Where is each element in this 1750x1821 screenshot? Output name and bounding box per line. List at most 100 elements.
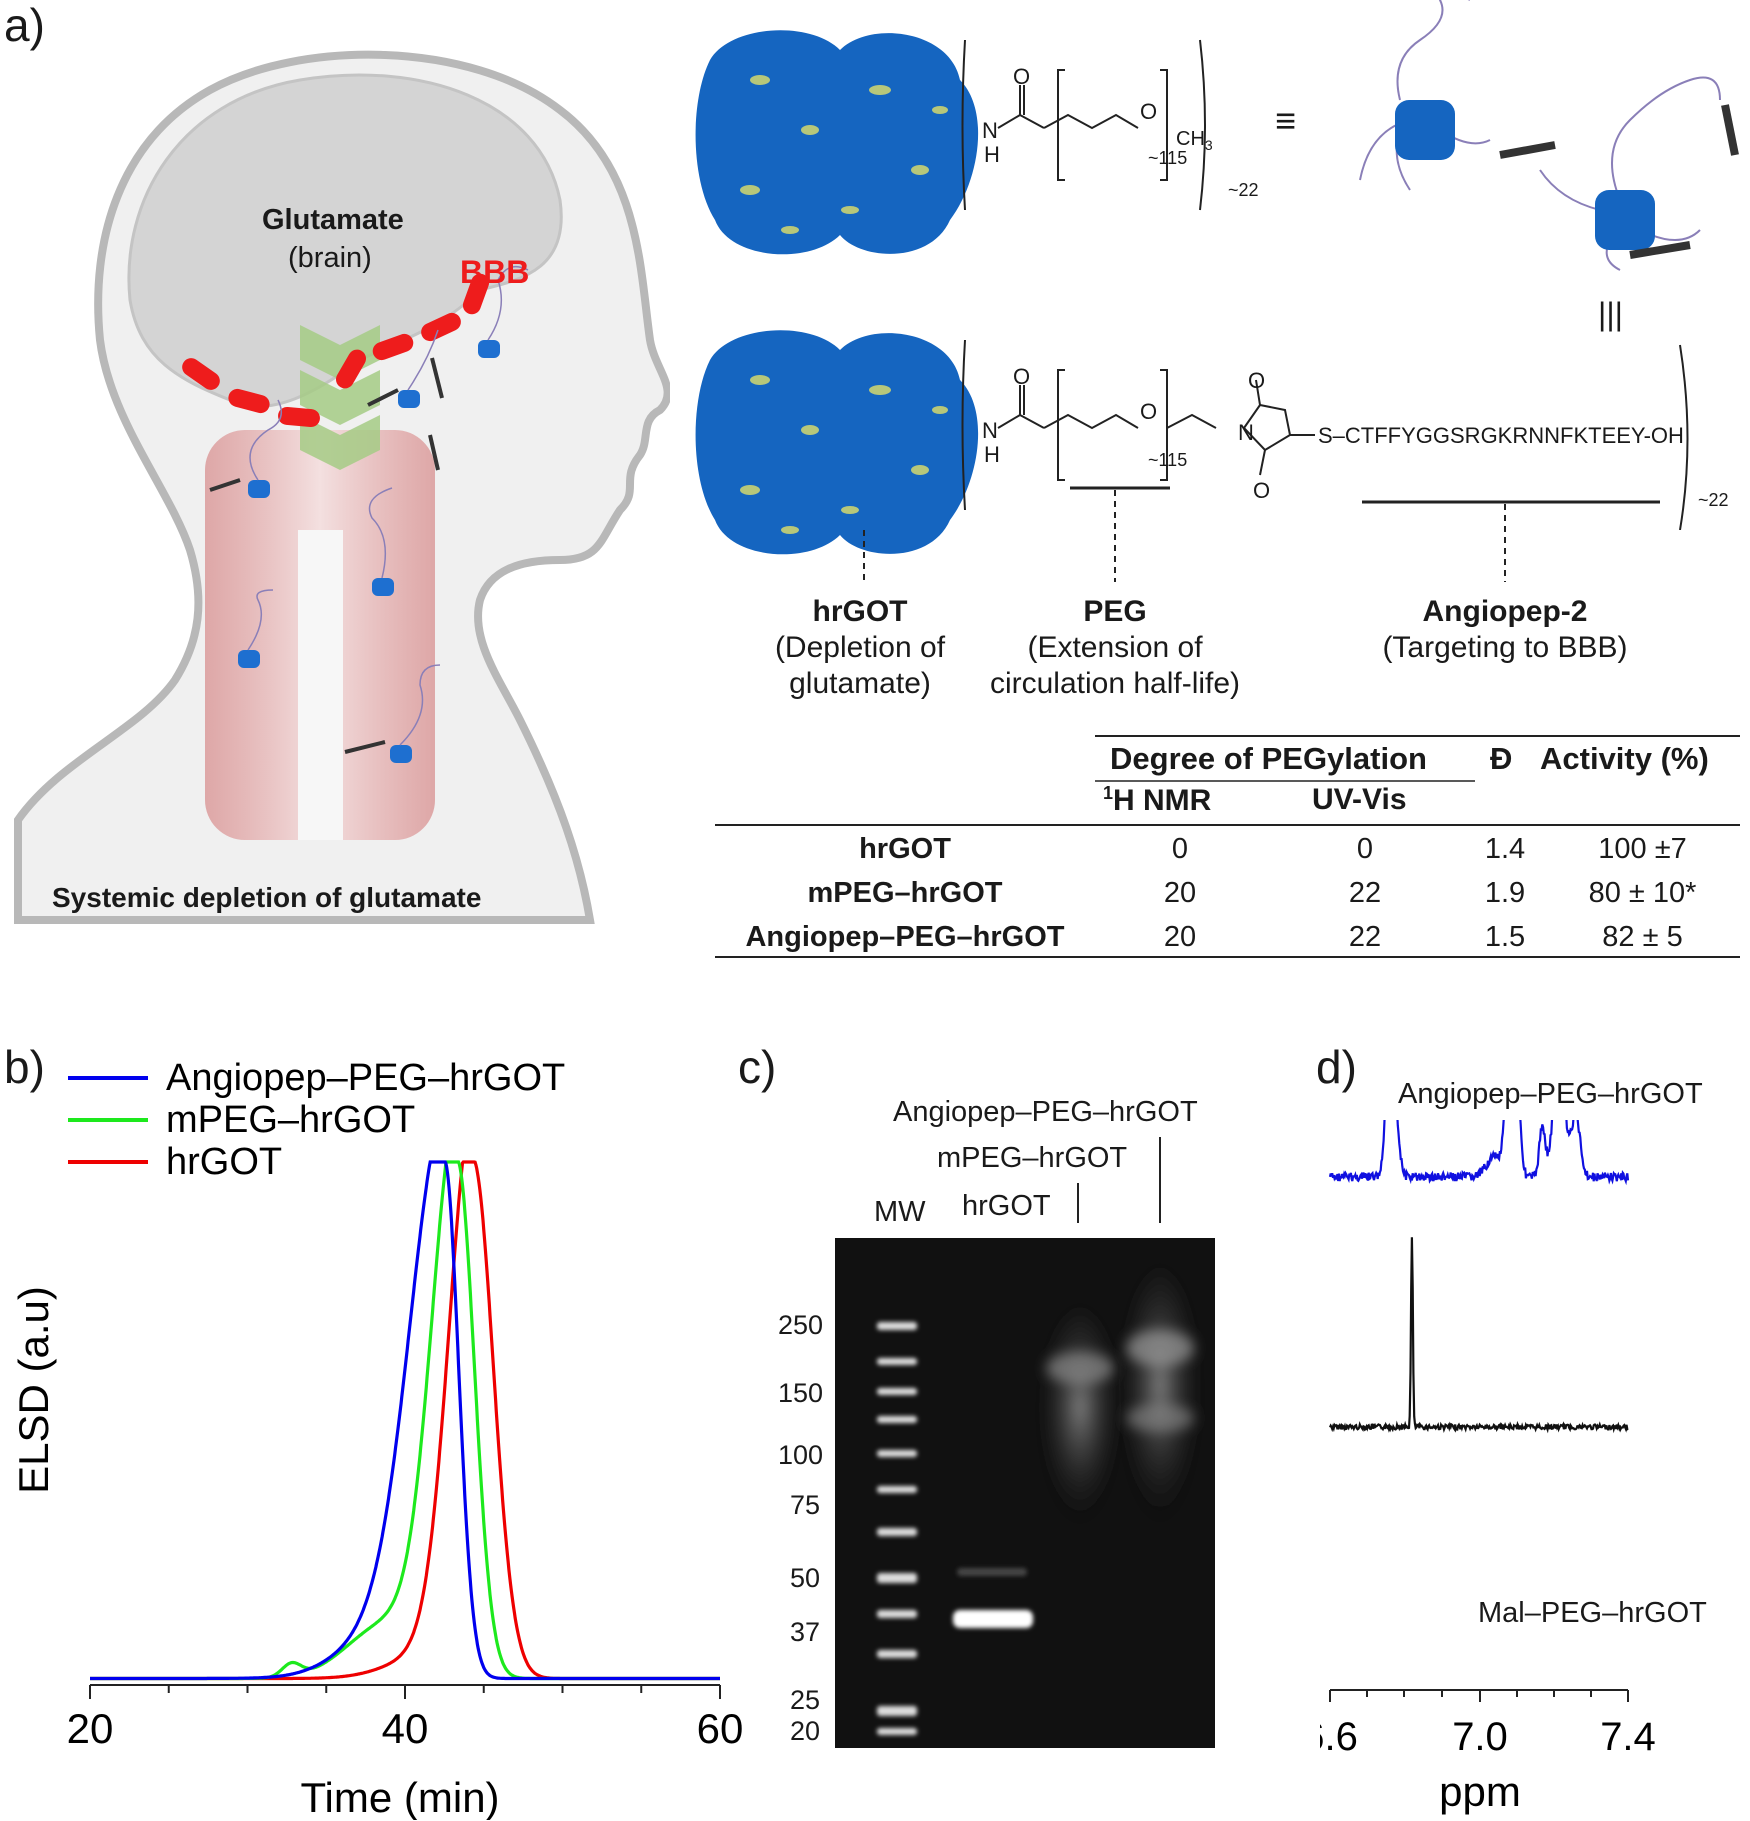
row-uv: 0 (1356, 832, 1374, 865)
row-uv: 22 (1348, 876, 1382, 909)
caption-hrgot: hrGOT (Depletion of glutamate) (745, 594, 975, 702)
row-activity: 80 ± 10* (1588, 876, 1697, 909)
caption-hrgot-line2: glutamate) (789, 667, 931, 700)
nmr-top-trace (1328, 1120, 1630, 1186)
legend-label: mPEG–hrGOT (166, 1099, 415, 1141)
legend-label: Angiopep–PEG–hrGOT (166, 1057, 565, 1099)
panel-label-b: b) (4, 1041, 45, 1093)
table-row: Angiopep–PEG–hrGOT 20 22 1.5 82 ± 5 (715, 915, 1740, 959)
nmr-axis (1329, 1689, 1629, 1702)
glutamate-label: Glutamate (262, 204, 404, 236)
caption-angiopep: Angiopep-2 (Targeting to BBB) (1355, 594, 1655, 666)
struct-bottom-n: N (982, 418, 998, 443)
mpeg-hrgot-model (1359, 0, 1491, 191)
x-tick-label: 40 (382, 1705, 429, 1752)
three-bar-symbol: ||| (1598, 296, 1623, 332)
gel-mw-header: MW (874, 1196, 926, 1228)
row-name: mPEG–hrGOT (807, 876, 1003, 909)
nmr-xlabel: ppm (1439, 1768, 1521, 1815)
series-line-2 (90, 1160, 720, 1681)
nmr-tick-74: 7.4 (1600, 1715, 1656, 1759)
chart-ylabel: ELSD (a.u) (10, 1286, 57, 1494)
row-nmr: 20 (1163, 920, 1197, 953)
gel-mpeg-smear (1040, 1308, 1120, 1528)
nmr-top-label: Angiopep–PEG–hrGOT (1398, 1078, 1703, 1110)
struct-top-repeat: ~115 (1148, 148, 1188, 168)
row-nmr: 20 (1163, 876, 1197, 909)
peptide-helices (209, 357, 444, 754)
caption-peg: PEG (Extension of circulation half-life) (965, 594, 1265, 702)
gel-marker-100: 100 (778, 1440, 824, 1470)
x-tick-label: 20 (67, 1705, 114, 1752)
ch3-sub: 3 (1204, 137, 1213, 153)
caption-hrgot-title: hrGOT (812, 595, 908, 628)
nmr-tick-66: 6.6 (1320, 1715, 1358, 1759)
struct-top-h: H (984, 142, 1000, 167)
bbb-segments (182, 273, 490, 428)
caption-angiopep-line1: (Targeting to BBB) (1382, 631, 1628, 664)
caption-peg-line1: (Extension of (1027, 631, 1203, 664)
table-rules (715, 735, 1740, 958)
systemic-label: Systemic depletion of glutamate (52, 882, 482, 913)
gel-marker-50: 50 (790, 1563, 821, 1593)
row-d: 1.5 (1484, 920, 1526, 953)
struct-top-o-carbonyl: O (1013, 64, 1031, 89)
gel-marker-20: 20 (790, 1716, 821, 1746)
table-row: hrGOT 0 0 1.4 100 ±7 (715, 827, 1740, 871)
row-d: 1.4 (1484, 832, 1526, 865)
table-col-nmr: 1H NMR (1103, 783, 1211, 818)
angiopep-structure (961, 339, 1689, 530)
imide-o-bottom: O (1253, 478, 1271, 503)
table-col-nmr-text: H NMR (1113, 784, 1212, 817)
series-line-1 (90, 1160, 720, 1681)
struct-bottom-repeat: ~115 (1148, 450, 1188, 470)
mpeg-structure (961, 39, 1206, 211)
row-uv: 22 (1348, 920, 1382, 953)
imide-o-top: O (1248, 368, 1266, 393)
gel-marker-250: 250 (778, 1310, 824, 1340)
table-col-activity: Activity (%) (1540, 741, 1709, 776)
hrgot-protein-top (695, 30, 979, 255)
struct-bottom-o-carbonyl: O (1013, 364, 1031, 389)
table-col-nmr-sup: 1 (1103, 783, 1114, 803)
transport-arrows (300, 325, 380, 470)
gel-lane-label-mpeg: mPEG–hrGOT (937, 1142, 1128, 1174)
row-name: hrGOT (859, 832, 951, 865)
struct-top-o-ether: O (1140, 99, 1158, 124)
table-col-d: Đ (1490, 741, 1513, 776)
gel-hrgot-band (953, 1568, 1033, 1628)
panel-label-d: d) (1316, 1041, 1357, 1093)
gel-image (835, 1238, 1215, 1748)
struct-bottom-outer: ~22 (1698, 490, 1729, 510)
legend-label: hrGOT (166, 1141, 282, 1183)
struct-top-n: N (982, 118, 998, 143)
gel-marker-25: 25 (790, 1685, 821, 1715)
struct-top-ch3: CH3 (1176, 128, 1213, 153)
vessel-gap (298, 530, 343, 840)
table-col-uv: UV-Vis (1312, 783, 1407, 816)
panel-label-c: c) (738, 1041, 777, 1093)
gel-marker-75: 75 (790, 1490, 821, 1520)
ch3-text: CH (1176, 128, 1205, 150)
caption-peg-line2: circulation half-life) (989, 667, 1241, 700)
gel-lane-ticks (1077, 1137, 1161, 1223)
sec-chart: 20 40 60 Angiopep–PEG–hrGOTmPEG–hrGOThrGOT… (10, 1057, 744, 1820)
hrgot-protein-bottom (695, 330, 979, 555)
table-group-header: Degree of PEGylation (1110, 741, 1427, 776)
gel-angiopep-smear (1120, 1268, 1200, 1528)
nmr-spectra: 6.6 7.0 7.4 ppm (1320, 1120, 1656, 1815)
head-diagram (14, 50, 670, 924)
conjugate-particles (238, 340, 500, 763)
bbb-label: BBB (460, 254, 530, 290)
row-nmr: 0 (1171, 832, 1189, 865)
chart-series (90, 1160, 720, 1681)
nmr-bottom-trace (1328, 1237, 1629, 1434)
row-activity: 100 ±7 (1598, 832, 1687, 865)
panel-label-a: a) (4, 0, 45, 51)
equivalence-symbol: ≡ (1275, 100, 1297, 141)
x-tick-label: 60 (697, 1705, 744, 1752)
gel-ladder (877, 1322, 917, 1735)
nmr-tick-70: 7.0 (1452, 1715, 1508, 1759)
series-line-0 (90, 1160, 720, 1681)
